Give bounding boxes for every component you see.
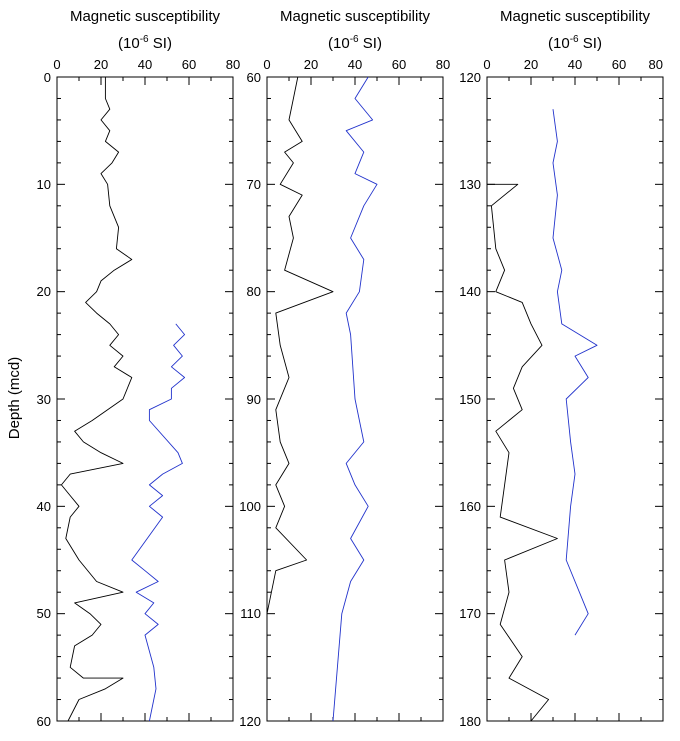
y-tick-label: 50 bbox=[37, 606, 51, 621]
series-line-blue bbox=[332, 76, 378, 722]
panel-depth-60-120: Magnetic susceptibility (10-6 SI) 0 20 4… bbox=[239, 8, 450, 729]
y-tick-label: 40 bbox=[37, 499, 51, 514]
x-tick-label: 20 bbox=[524, 57, 538, 72]
series-line-black bbox=[486, 98, 558, 722]
y-tick-label: 130 bbox=[459, 177, 481, 192]
series-layer bbox=[60, 77, 186, 722]
plot-frame bbox=[486, 76, 664, 722]
x-tick-label: 20 bbox=[94, 57, 108, 72]
y-axis: 120 130 140 150 160 170 180 bbox=[459, 70, 481, 729]
panel-unit: (10-6 SI) bbox=[548, 34, 602, 52]
y-tick-label: 30 bbox=[37, 392, 51, 407]
y-tick-label: 160 bbox=[459, 499, 481, 514]
y-tick-label: 80 bbox=[247, 284, 261, 299]
series-line-blue bbox=[131, 323, 186, 722]
y-tick-label: 140 bbox=[459, 284, 481, 299]
x-tick-label: 60 bbox=[612, 57, 626, 72]
series-line-black bbox=[60, 77, 133, 722]
y-tick-label: 170 bbox=[459, 606, 481, 621]
x-tick-label: 40 bbox=[348, 57, 362, 72]
y-tick-label: 100 bbox=[239, 499, 261, 514]
y-tick-label: 120 bbox=[239, 714, 261, 729]
tick-marks bbox=[56, 76, 234, 722]
x-axis: 0 20 40 60 80 bbox=[263, 57, 450, 72]
y-axis-label: Depth (mcd) bbox=[6, 357, 23, 440]
x-tick-label: 80 bbox=[649, 57, 663, 72]
x-tick-label: 0 bbox=[263, 57, 270, 72]
y-tick-label: 180 bbox=[459, 714, 481, 729]
y-tick-label: 60 bbox=[37, 714, 51, 729]
series-layer bbox=[266, 76, 378, 722]
x-axis: 0 20 40 60 80 bbox=[53, 57, 240, 72]
tick-marks bbox=[486, 76, 664, 722]
panel-depth-120-180: Magnetic susceptibility (10-6 SI) 0 20 4… bbox=[459, 8, 664, 729]
y-tick-label: 70 bbox=[247, 177, 261, 192]
y-tick-label: 150 bbox=[459, 392, 481, 407]
panel-title: Magnetic susceptibility bbox=[280, 8, 431, 25]
y-tick-label: 120 bbox=[459, 70, 481, 85]
y-tick-label: 20 bbox=[37, 284, 51, 299]
x-tick-label: 60 bbox=[392, 57, 406, 72]
series-line-blue bbox=[552, 109, 598, 636]
y-tick-label: 110 bbox=[240, 606, 261, 621]
panel-depth-0-60: Magnetic susceptibility (10-6 SI) 0 20 4… bbox=[37, 8, 241, 729]
y-tick-label: 60 bbox=[247, 70, 261, 85]
x-tick-label: 0 bbox=[53, 57, 60, 72]
panel-unit: (10-6 SI) bbox=[328, 34, 382, 52]
x-tick-label: 60 bbox=[182, 57, 196, 72]
y-tick-label: 90 bbox=[247, 392, 261, 407]
tick-marks bbox=[266, 76, 444, 722]
panel-title: Magnetic susceptibility bbox=[70, 8, 221, 25]
y-axis: 60 70 80 90 100 110 120 bbox=[239, 70, 261, 729]
panel-unit: (10-6 SI) bbox=[118, 34, 172, 52]
panel-title: Magnetic susceptibility bbox=[500, 8, 651, 25]
x-tick-label: 0 bbox=[483, 57, 490, 72]
y-axis: 0 10 20 30 40 50 60 bbox=[37, 70, 51, 729]
plot-frame bbox=[56, 76, 234, 722]
y-tick-label: 0 bbox=[44, 70, 51, 85]
x-tick-label: 20 bbox=[304, 57, 318, 72]
x-tick-label: 40 bbox=[568, 57, 582, 72]
y-tick-label: 10 bbox=[37, 177, 51, 192]
series-layer bbox=[486, 98, 598, 722]
series-line-black bbox=[266, 76, 334, 721]
x-tick-label: 80 bbox=[226, 57, 240, 72]
x-tick-label: 80 bbox=[436, 57, 450, 72]
x-tick-label: 40 bbox=[138, 57, 152, 72]
x-axis: 0 20 40 60 80 bbox=[483, 57, 663, 72]
